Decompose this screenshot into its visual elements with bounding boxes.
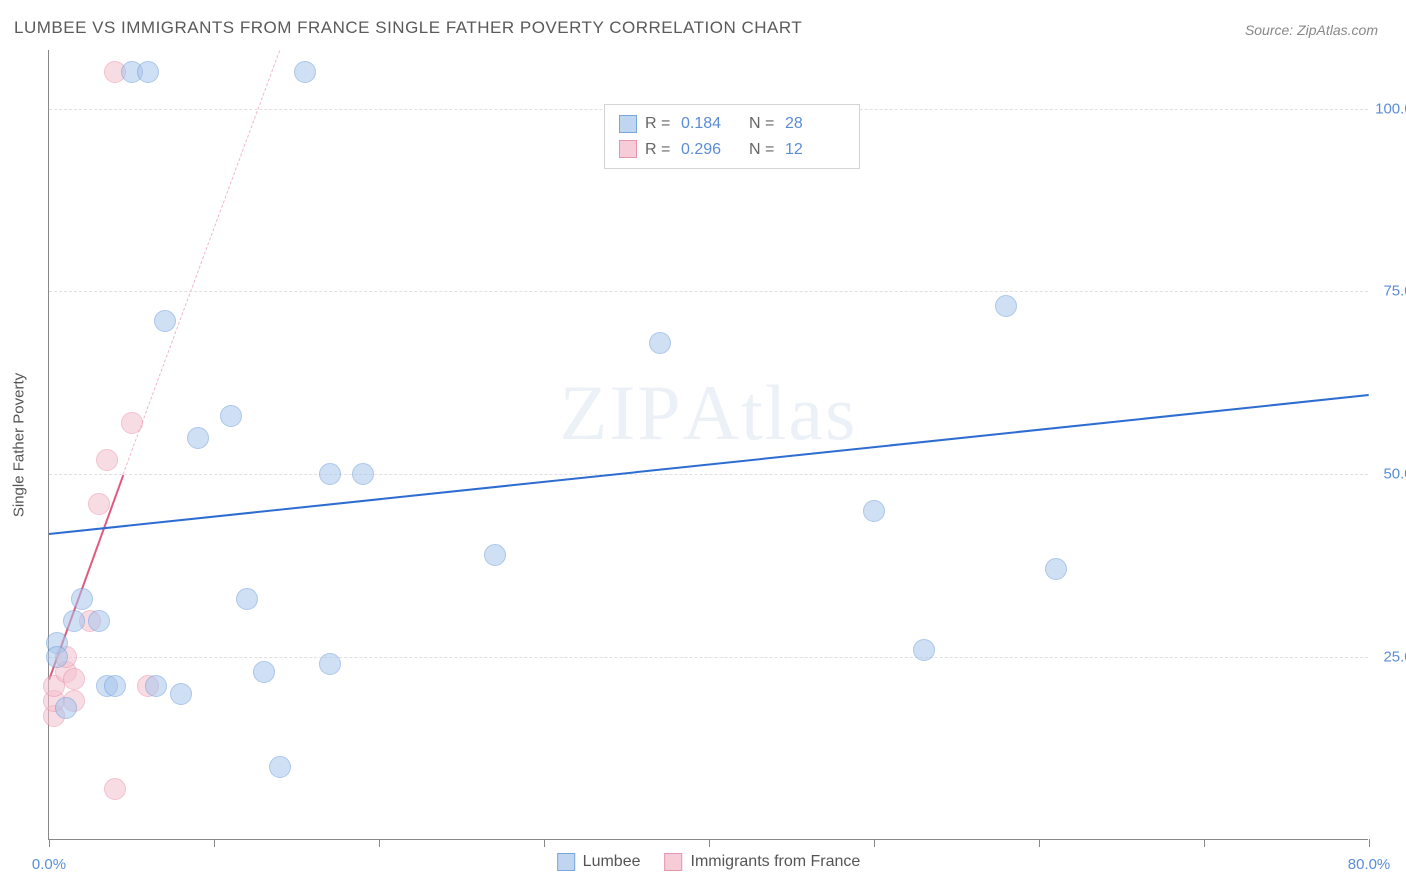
data-point <box>154 310 176 332</box>
data-point <box>96 449 118 471</box>
data-point <box>170 683 192 705</box>
x-tick-mark <box>874 839 875 847</box>
data-point <box>995 295 1017 317</box>
data-point <box>484 544 506 566</box>
legend-item-lumbee: Lumbee <box>557 853 641 871</box>
x-tick-label: 0.0% <box>32 856 66 873</box>
correlation-legend: R = 0.184 N = 28 R = 0.296 N = 12 <box>604 104 860 169</box>
x-tick-mark <box>1204 839 1205 847</box>
data-point <box>55 697 77 719</box>
data-point <box>187 427 209 449</box>
y-tick-label: 100.0% <box>1375 100 1406 117</box>
x-tick-mark <box>544 839 545 847</box>
legend-row-france: R = 0.296 N = 12 <box>619 137 845 163</box>
data-point <box>913 639 935 661</box>
data-point <box>319 653 341 675</box>
data-point <box>145 675 167 697</box>
x-tick-mark <box>379 839 380 847</box>
data-point <box>294 61 316 83</box>
lumbee-swatch <box>619 115 637 133</box>
data-point <box>71 588 93 610</box>
data-point <box>220 405 242 427</box>
data-point <box>352 463 374 485</box>
source-attribution: Source: ZipAtlas.com <box>1245 22 1378 38</box>
x-tick-mark <box>1039 839 1040 847</box>
data-point <box>121 412 143 434</box>
watermark: ZIPAtlas <box>560 368 858 458</box>
data-point <box>236 588 258 610</box>
x-tick-mark <box>709 839 710 847</box>
x-tick-mark <box>1369 839 1370 847</box>
data-point <box>63 668 85 690</box>
gridline-horizontal <box>49 291 1368 292</box>
chart-title: LUMBEE VS IMMIGRANTS FROM FRANCE SINGLE … <box>14 18 802 38</box>
y-tick-label: 75.0% <box>1383 283 1406 300</box>
x-tick-label: 80.0% <box>1348 856 1391 873</box>
y-axis-title: Single Father Poverty <box>11 372 28 516</box>
y-tick-label: 25.0% <box>1383 649 1406 666</box>
data-point <box>104 675 126 697</box>
x-tick-mark <box>49 839 50 847</box>
data-point <box>253 661 275 683</box>
data-point <box>104 778 126 800</box>
data-point <box>63 610 85 632</box>
legend-row-lumbee: R = 0.184 N = 28 <box>619 111 845 137</box>
trend-line <box>49 394 1369 535</box>
lumbee-swatch-icon <box>557 853 575 871</box>
france-swatch <box>619 140 637 158</box>
scatter-chart: ZIPAtlas Single Father Poverty 25.0%50.0… <box>48 50 1368 840</box>
data-point <box>269 756 291 778</box>
series-legend: Lumbee Immigrants from France <box>557 853 861 871</box>
data-point <box>649 332 671 354</box>
trend-line <box>123 50 281 475</box>
x-tick-mark <box>214 839 215 847</box>
data-point <box>863 500 885 522</box>
gridline-horizontal <box>49 657 1368 658</box>
gridline-horizontal <box>49 474 1368 475</box>
y-tick-label: 50.0% <box>1383 466 1406 483</box>
data-point <box>46 646 68 668</box>
data-point <box>1045 558 1067 580</box>
data-point <box>88 610 110 632</box>
legend-item-france: Immigrants from France <box>665 853 861 871</box>
france-swatch-icon <box>665 853 683 871</box>
data-point <box>319 463 341 485</box>
data-point <box>88 493 110 515</box>
data-point <box>137 61 159 83</box>
